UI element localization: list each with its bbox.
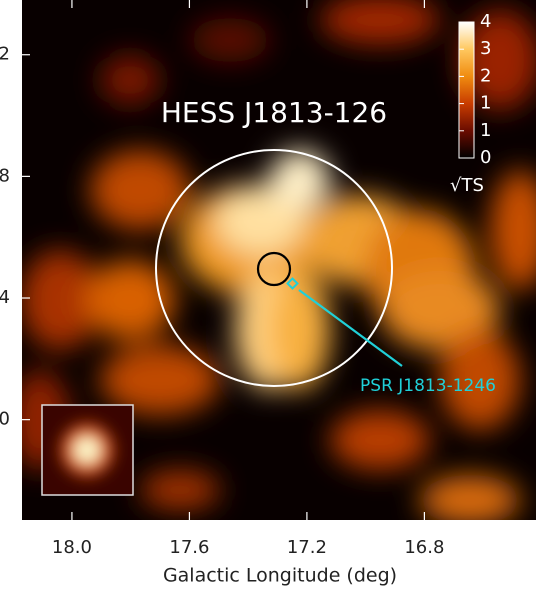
x-axis-label: Galactic Longitude (deg) bbox=[163, 565, 397, 587]
colorbar-tick-label: 2 bbox=[480, 65, 491, 86]
psf-inset bbox=[42, 405, 133, 495]
colorbar-tick-label: 1 bbox=[480, 120, 491, 141]
colorbar-tick-label: 1 bbox=[480, 93, 491, 114]
colorbar bbox=[459, 22, 474, 158]
x-tick-label: 17.6 bbox=[169, 537, 209, 558]
x-tick-label: 17.2 bbox=[287, 537, 327, 558]
y-tick-label: 2 bbox=[0, 44, 10, 65]
colorbar-tick-label: 0 bbox=[480, 147, 491, 168]
x-tick-label: 16.8 bbox=[404, 537, 444, 558]
x-tick-label: 18.0 bbox=[52, 537, 92, 558]
y-tick-label: 0 bbox=[0, 409, 10, 430]
chart-title: HESS J1813-126 bbox=[161, 96, 387, 129]
colorbar-label: √TS bbox=[450, 175, 484, 196]
y-tick-label: 4 bbox=[0, 287, 10, 308]
annotation: PSR J1813-1246 bbox=[360, 376, 496, 396]
colorbar-tick-label: 4 bbox=[480, 11, 491, 32]
chart: HESS J1813-126 PSR J1813-1246 √TS Galact… bbox=[0, 0, 536, 589]
y-tick-label: 8 bbox=[0, 165, 10, 186]
colorbar-tick-label: 3 bbox=[480, 38, 491, 59]
